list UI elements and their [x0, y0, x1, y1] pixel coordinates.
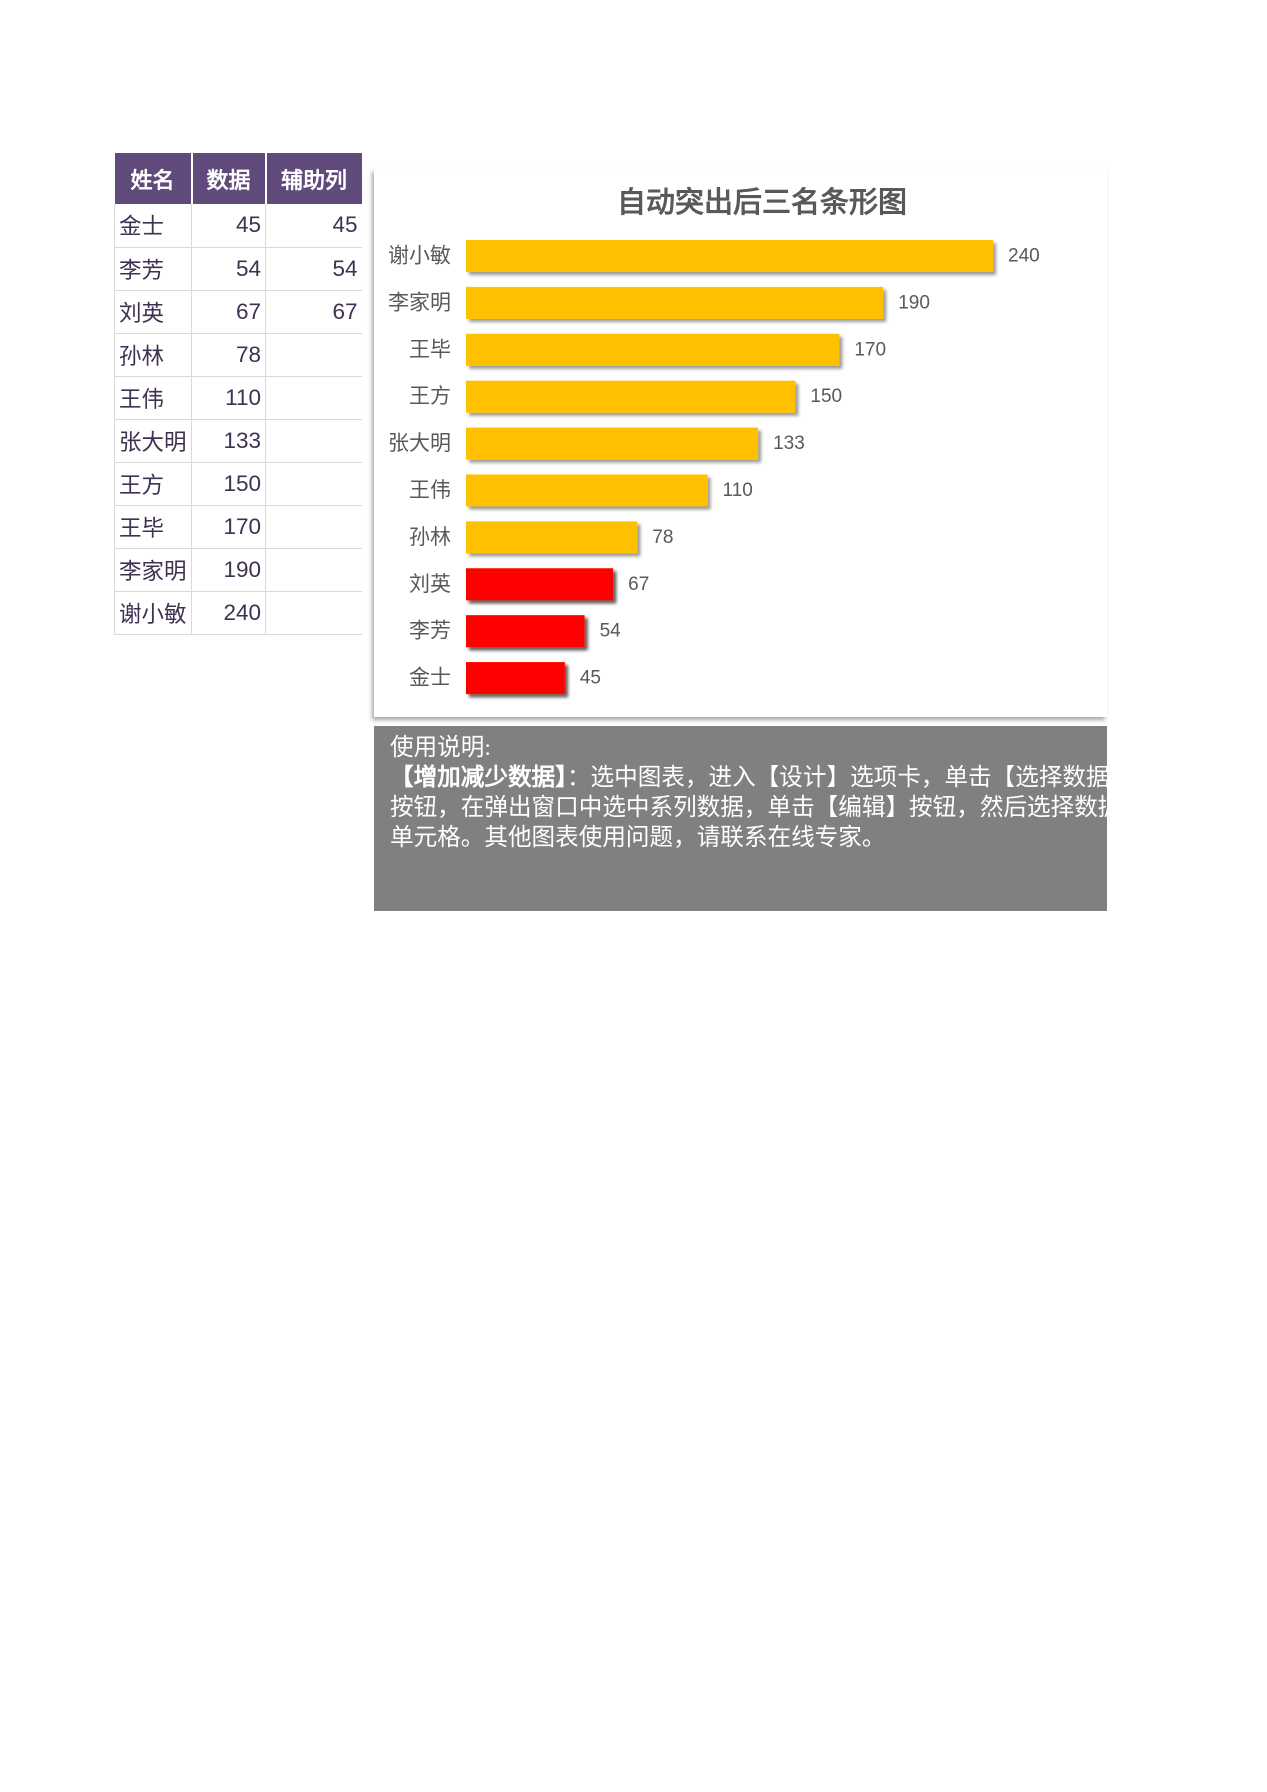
- value-cell: 190: [191, 548, 266, 592]
- table-row: 王方 150: [114, 462, 362, 506]
- highlight-bar: [466, 568, 614, 601]
- note-line: 【增加减少数据】：选中图表，进入【设计】选项卡，单击【选择数据: [390, 763, 1107, 793]
- table-row: 李家明 190: [114, 548, 362, 592]
- helper-cell: [265, 505, 362, 549]
- bar-chart: 自动突出后三名条形图 金士 李芳 刘英 孙林 王伟 张大明 王方 王毕 李家明 谢小敏 45 54 67…: [374, 169, 1107, 717]
- value-cell: 170: [191, 505, 266, 549]
- category-label: 金士: [409, 667, 451, 690]
- table-row: 谢小敏 240: [114, 591, 362, 635]
- header-name: 姓名: [114, 153, 193, 204]
- data-label: 170: [854, 339, 886, 360]
- value-cell: 110: [191, 376, 266, 420]
- name-cell: 金士: [114, 204, 192, 248]
- data-label: 133: [773, 433, 805, 454]
- note-keyword: 【增加减少数据】: [390, 765, 567, 791]
- category-label: 李家明: [388, 291, 451, 314]
- name-cell: 张大明: [114, 419, 192, 463]
- bar: [466, 380, 796, 413]
- name-cell: 李家明: [114, 548, 192, 592]
- highlight-bar: [466, 662, 565, 695]
- table-body: 金士 45 45 李芳 54 54 刘英 67 67 孙林 78 王伟 110 张大明 133 王方 150 王毕…: [114, 204, 362, 635]
- table-row: 孙林 78: [114, 333, 362, 377]
- name-cell: 刘英: [114, 290, 192, 334]
- data-table: 姓名 数据 辅助列 金士 45 45 李芳 54 54 刘英 67 67 孙林 78 王伟 110 张大明…: [114, 153, 362, 635]
- helper-cell: 45: [265, 204, 362, 248]
- data-label: 110: [723, 480, 753, 501]
- table-row: 张大明 133: [114, 419, 362, 463]
- category-label: 张大明: [388, 432, 451, 455]
- table-row: 刘英 67 67: [114, 290, 362, 334]
- table-row: 王伟 110: [114, 376, 362, 420]
- helper-cell: [265, 419, 362, 463]
- helper-cell: 67: [265, 290, 362, 334]
- category-label: 刘英: [409, 573, 451, 596]
- bar: [466, 427, 759, 460]
- data-label: 150: [810, 386, 842, 407]
- helper-cell: [265, 333, 362, 377]
- table-row: 金士 45 45: [114, 204, 362, 248]
- header-value: 数据: [191, 153, 267, 204]
- category-label: 谢小敏: [388, 245, 451, 268]
- data-label: 45: [580, 668, 601, 689]
- helper-cell: [265, 548, 362, 592]
- data-label: 190: [898, 292, 930, 313]
- helper-cell: [265, 376, 362, 420]
- category-label: 孙林: [409, 526, 451, 549]
- category-label: 王伟: [409, 479, 451, 502]
- helper-cell: [265, 462, 362, 506]
- name-cell: 李芳: [114, 247, 192, 291]
- data-label: 78: [652, 527, 673, 548]
- usage-note: 使用说明: 【增加减少数据】：选中图表，进入【设计】选项卡，单击【选择数据 按钮…: [374, 726, 1107, 911]
- category-label: 王毕: [409, 338, 451, 361]
- name-cell: 谢小敏: [114, 591, 192, 635]
- table-row: 王毕 170: [114, 505, 362, 549]
- chart-plot: 金士 李芳 刘英 孙林 王伟 张大明 王方 王毕 李家明 谢小敏 45 54 67 78 110 133 150…: [388, 240, 1040, 695]
- bar: [466, 240, 994, 272]
- header-helper: 辅助列: [265, 153, 362, 204]
- bar: [466, 474, 708, 507]
- name-cell: 王毕: [114, 505, 192, 549]
- data-label: 54: [600, 621, 622, 642]
- value-cell: 45: [191, 204, 266, 248]
- name-cell: 王方: [114, 462, 192, 506]
- category-label: 李芳: [409, 620, 451, 643]
- name-cell: 孙林: [114, 333, 192, 377]
- helper-cell: [265, 591, 362, 635]
- value-cell: 67: [191, 290, 266, 334]
- value-cell: 78: [191, 333, 266, 377]
- bar: [466, 521, 638, 554]
- value-cell: 133: [191, 419, 266, 463]
- value-cell: 240: [191, 591, 266, 635]
- note-line: 单元格。其他图表使用问题，请联系在线专家。: [390, 825, 886, 851]
- data-label: 67: [628, 574, 649, 595]
- chart-title: 自动突出后三名条形图: [616, 187, 907, 219]
- highlight-bar: [466, 615, 585, 648]
- note-text: ：选中图表，进入【设计】选项卡，单击【选择数据: [566, 765, 1107, 791]
- value-cell: 150: [191, 462, 266, 506]
- note-line: 按钮，在弹出窗口中选中系列数据，单击【编辑】按钮，然后选择数据: [390, 795, 1107, 821]
- data-label: 240: [1008, 246, 1040, 267]
- bar: [466, 286, 884, 319]
- bar: [466, 333, 840, 366]
- helper-cell: 54: [265, 247, 362, 291]
- category-label: 王方: [409, 385, 451, 408]
- name-cell: 王伟: [114, 376, 192, 420]
- value-cell: 54: [191, 247, 266, 291]
- table-header-row: 姓名 数据 辅助列: [114, 153, 362, 204]
- table-row: 李芳 54 54: [114, 247, 362, 291]
- note-heading: 使用说明:: [390, 735, 491, 761]
